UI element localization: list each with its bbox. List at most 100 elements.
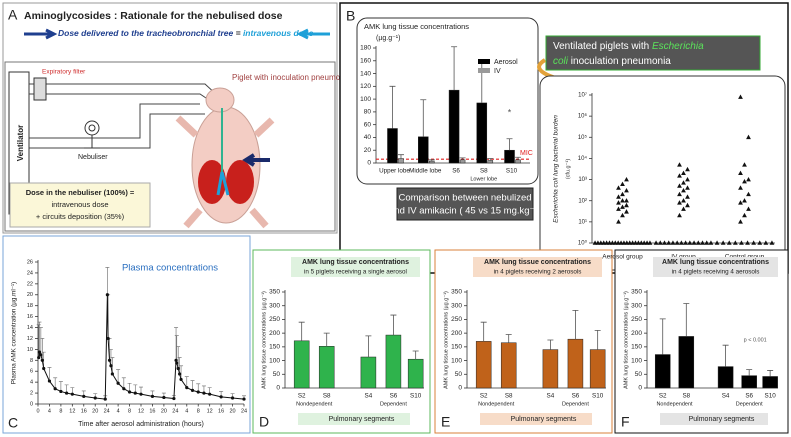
piglet-legs	[175, 115, 275, 229]
comparison: and IV amikacin ( 45 vs 15 mg.kg⁻¹)	[389, 206, 541, 217]
point	[681, 206, 686, 211]
piglets-line: coli inoculation pneumonia	[553, 56, 671, 67]
error-bar	[480, 321, 487, 342]
cyan-arrow	[296, 28, 330, 40]
error-bar	[515, 156, 522, 160]
dose-line: Dose delivered to the tracheobronchial t…	[58, 28, 314, 38]
marker	[39, 353, 43, 357]
x-tick-label: 24	[172, 408, 178, 414]
point	[746, 134, 751, 140]
y-tick-label: 0	[367, 160, 371, 167]
error-bar	[428, 159, 435, 162]
point	[687, 240, 693, 245]
point	[685, 185, 690, 190]
point	[620, 181, 625, 187]
piglets-box	[545, 35, 761, 71]
x-tick-label: S4	[722, 393, 730, 400]
bar	[360, 356, 377, 389]
y-unit: (cfu.g⁻¹)	[565, 159, 571, 179]
legend-swatch	[478, 68, 490, 73]
y-tick-label: 350	[631, 289, 642, 296]
bar	[398, 158, 404, 164]
error-bar	[767, 370, 774, 377]
panel-label: D	[259, 414, 269, 430]
chart-title: AMK lung tissue concentrations	[302, 259, 409, 266]
group-label: Nondependent	[478, 401, 515, 407]
y-tick-label: 2	[30, 391, 33, 397]
point	[720, 240, 726, 245]
y-label: AMK lung tissue concentrations (µg.g⁻¹)	[261, 291, 267, 389]
point	[677, 200, 682, 205]
legend-swatch	[478, 59, 490, 64]
x-tick-label: 8	[128, 408, 131, 414]
marker	[110, 372, 114, 376]
y-label: AMK lung tissue concentrations (µg.g⁻¹)	[443, 291, 449, 389]
error-bar	[746, 369, 753, 376]
x-tick-label: 16	[218, 408, 224, 414]
panel-label: C	[8, 415, 18, 431]
circuit-tubes	[29, 83, 219, 149]
y-tick-label: 80	[364, 109, 372, 116]
comparison-box	[396, 187, 534, 221]
x-tick-label: Upper lobe	[379, 168, 410, 175]
x-tick-label: S8	[682, 393, 690, 400]
x-tick-label: 8	[59, 408, 62, 414]
marker	[103, 397, 107, 401]
chart-title: AMK lung tissue concentrations	[662, 259, 769, 266]
x-tick-label: 20	[161, 408, 167, 414]
y-tick-label: 100	[451, 357, 462, 364]
bar	[418, 136, 429, 164]
piglet-body	[191, 106, 261, 224]
error-bar	[184, 376, 189, 388]
group-label: Nondependent	[296, 401, 333, 407]
x-tick-label: S6	[390, 393, 398, 400]
x-tick-label: 12	[69, 408, 75, 414]
y-tick-label: 18	[27, 303, 33, 309]
point	[738, 219, 743, 224]
y-tick-label: 10⁶	[578, 113, 588, 120]
x-tick-label: 0	[36, 408, 39, 414]
y-tick-label: 10⁵	[578, 134, 588, 141]
strip-box	[539, 75, 786, 271]
x-tick-label: 12	[138, 408, 144, 414]
bar	[476, 102, 488, 164]
error-bar	[659, 318, 666, 355]
point	[678, 240, 684, 245]
point	[746, 191, 751, 197]
marker	[178, 372, 182, 376]
marker	[122, 387, 126, 391]
y-tick-label: 300	[269, 302, 280, 309]
bar	[567, 338, 584, 389]
point	[769, 240, 775, 245]
bar	[407, 358, 424, 389]
point	[746, 206, 751, 211]
point	[685, 194, 690, 199]
x-tick-label: S2	[659, 393, 667, 400]
x-tick-label: Aerosol group	[602, 254, 643, 261]
error-bar	[412, 350, 419, 360]
bar	[385, 334, 402, 389]
point	[742, 179, 747, 184]
point	[616, 185, 621, 190]
bar	[318, 346, 335, 389]
annotation: p < 0.001	[744, 337, 767, 343]
bronchi	[216, 171, 230, 196]
error-bar	[40, 338, 45, 361]
point	[681, 180, 686, 185]
point	[683, 240, 689, 245]
y-tick-label: 0	[638, 385, 642, 392]
y-tick-label: 12	[27, 336, 33, 342]
marker	[105, 293, 109, 297]
point	[624, 176, 629, 182]
error-bar	[420, 99, 427, 137]
marker	[139, 392, 143, 396]
x-tick-label: S6	[572, 393, 580, 400]
y-tick-label: 150	[451, 344, 462, 351]
x-tick-label: 24	[241, 408, 247, 414]
point	[677, 183, 682, 188]
panel-label: A	[8, 7, 18, 23]
error-bar	[594, 330, 601, 350]
point	[732, 240, 738, 245]
nebuliser-label: Nebuliser	[78, 154, 108, 161]
chart-title: AMK lung tissue concentrations	[364, 22, 469, 31]
